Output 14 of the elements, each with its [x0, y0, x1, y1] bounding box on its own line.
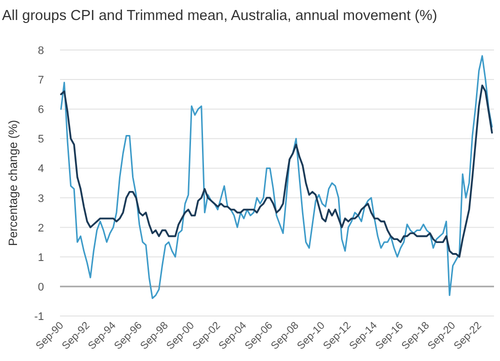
y-tick-label: 7 — [38, 74, 44, 87]
line-series — [60, 84, 493, 258]
y-tick-label: 3 — [38, 192, 44, 205]
y-tick-label: 1 — [38, 252, 44, 264]
y-tick-label: 4 — [38, 163, 44, 176]
line-series — [60, 55, 493, 300]
y-tick-label: 8 — [38, 45, 44, 57]
y-tick-label: 5 — [38, 134, 44, 146]
y-tick-label: 6 — [38, 104, 44, 116]
chart-title: All groups CPI and Trimmed mean, Australia, annual movement (%) — [2, 8, 438, 24]
y-axis-title: Percentage change (%) — [6, 120, 20, 246]
y-tick-label: 2 — [38, 222, 44, 234]
y-tick-label: -1 — [34, 311, 44, 323]
y-tick-label: 0 — [38, 281, 44, 294]
